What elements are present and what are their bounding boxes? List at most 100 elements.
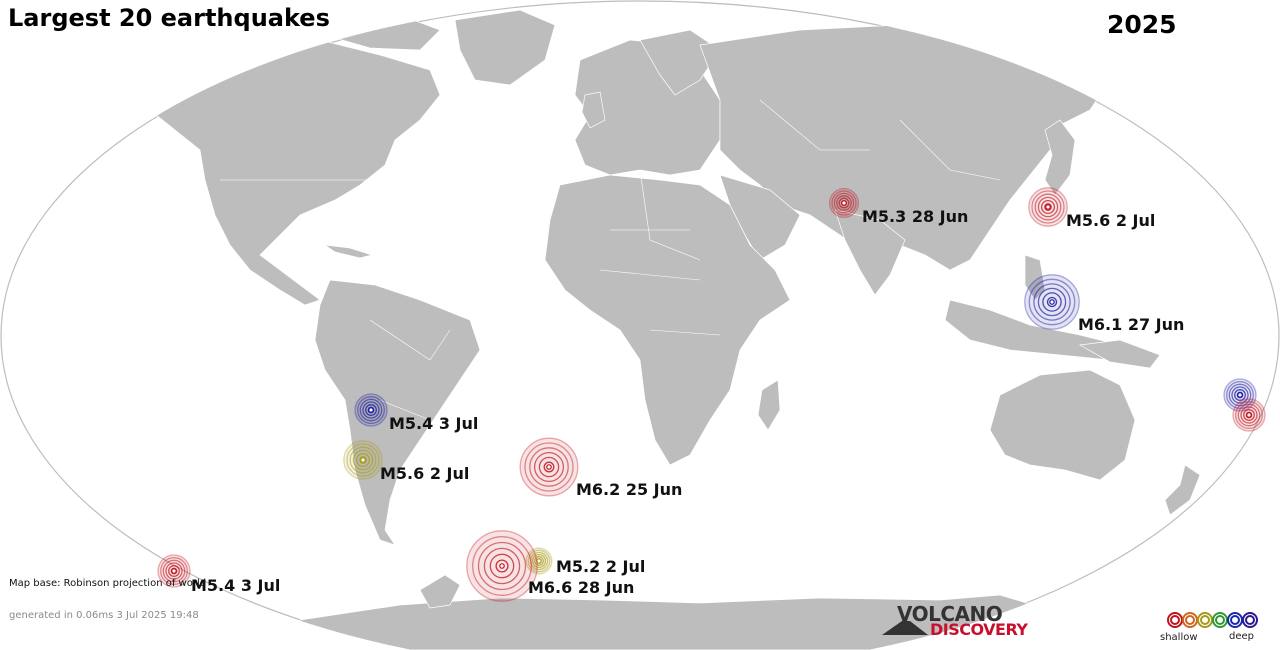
quake-label-q4: M5.4 3 Jul: [389, 414, 478, 433]
earthquake-ring: [495, 559, 509, 573]
earthquake-marker-q8[interactable]: [525, 547, 553, 575]
legend-depth-circle: [1215, 615, 1225, 625]
earthquake-ring: [1037, 287, 1067, 317]
earthquake-ring: [543, 461, 555, 473]
earthquake-ring: [355, 452, 371, 468]
volcano-icon: [882, 621, 928, 635]
earthquake-epicenter: [546, 464, 552, 470]
earthquake-ring: [1031, 190, 1065, 224]
japan-landmass: [1044, 119, 1076, 196]
south-america-landmass: [314, 279, 481, 546]
earthquake-markers: [157, 187, 1266, 602]
earthquake-ring: [1037, 196, 1059, 218]
new-zealand-landmass: [1164, 464, 1201, 516]
earthquake-epicenter: [841, 200, 847, 206]
quake-label-q5: M5.6 2 Jul: [380, 464, 469, 483]
madagascar-landmass: [757, 379, 781, 431]
earthquake-marker-q1[interactable]: [828, 187, 860, 219]
earthquake-ring: [1243, 409, 1255, 421]
earthquake-ring: [352, 449, 374, 471]
earthquake-ring: [1042, 292, 1062, 312]
legend-depth-circle: [1245, 615, 1255, 625]
logo-discovery-text: DISCOVERY: [930, 620, 1028, 639]
earthquake-ring: [524, 442, 574, 492]
earthquake-marker-q3[interactable]: [1024, 274, 1080, 330]
border-lines: [220, 99, 1001, 421]
map-year: 2025: [1107, 10, 1177, 39]
earthquake-ring: [529, 551, 549, 571]
earthquake-ring: [1228, 383, 1252, 407]
earthquake-marker-q10[interactable]: [1223, 378, 1257, 412]
antarctic-peninsula-landmass: [419, 574, 461, 609]
earthquake-ring: [362, 401, 380, 419]
volcano-discovery-logo[interactable]: VOLCANO DISCOVERY: [880, 602, 1040, 642]
logo-volcano-text: VOLCANO: [897, 602, 1003, 626]
earthquake-marker-q11[interactable]: [1232, 398, 1266, 432]
earthquake-ring: [1046, 296, 1058, 308]
earthquake-ring: [472, 536, 532, 596]
quake-label-q3: M6.1 27 Jun: [1078, 315, 1184, 334]
earthquake-ring: [838, 197, 850, 209]
earthquake-marker-q9[interactable]: [466, 530, 538, 602]
map-credit: Map base: Robinson projection of world: [9, 578, 207, 589]
earthquake-marker-q5[interactable]: [343, 440, 383, 480]
legend-depth-circle: [1242, 612, 1258, 628]
caribbean-landmass: [324, 244, 374, 259]
earthquake-epicenter: [368, 407, 374, 413]
earthquake-ring: [489, 553, 515, 579]
earthquake-ring: [529, 447, 569, 487]
earthquake-ring: [1231, 386, 1249, 404]
earthquake-ring: [1237, 403, 1261, 427]
earthquake-ring: [1044, 203, 1052, 211]
earthquake-epicenter: [1045, 204, 1051, 210]
earthquake-marker-q4[interactable]: [354, 393, 388, 427]
earthquake-ring: [357, 396, 385, 424]
depth-legend: shallow deep: [1158, 608, 1268, 648]
earthquake-ring: [477, 541, 527, 591]
earthquake-ring: [833, 192, 855, 214]
earthquake-marker-q2[interactable]: [1028, 187, 1068, 227]
legend-depth-circle: [1200, 615, 1210, 625]
legend-shallow-label: shallow: [1160, 632, 1198, 643]
earthquake-ring: [346, 443, 380, 477]
earthquake-ring: [349, 446, 377, 474]
legend-depth-circle: [1185, 615, 1195, 625]
earthquake-ring: [1234, 389, 1246, 401]
earthquake-ring: [483, 547, 521, 585]
north-america-landmass: [119, 39, 441, 306]
earthquake-marker-q6[interactable]: [519, 437, 579, 497]
earthquake-epicenter: [1246, 412, 1252, 418]
earthquake-ring: [359, 398, 383, 422]
quake-label-q2: M5.6 2 Jul: [1066, 211, 1155, 230]
earthquake-ring: [533, 451, 565, 483]
earthquake-ring: [538, 456, 560, 478]
earthquake-ring: [527, 549, 551, 573]
earthquake-ring: [1033, 283, 1071, 321]
greenland-landmass: [454, 9, 556, 86]
new-guinea-landmass: [1078, 339, 1161, 369]
africa-landmass: [544, 174, 791, 466]
earthquake-epicenter: [171, 568, 177, 574]
earthquake-ring: [1235, 401, 1263, 429]
earthquake-ring: [359, 456, 367, 464]
earthquake-ring: [531, 553, 547, 569]
earthquake-epicenter: [1237, 392, 1243, 398]
quake-label-q6: M6.2 25 Jun: [576, 480, 682, 499]
earthquake-marker-q7[interactable]: [157, 554, 191, 588]
earthquake-ring: [1040, 199, 1056, 215]
depth-legend-circles: [1167, 612, 1258, 628]
quake-label-q8: M5.2 2 Jul: [556, 557, 645, 576]
earthquake-ring: [165, 562, 183, 580]
earthquake-ring: [534, 556, 544, 566]
earthquake-ring: [1034, 193, 1062, 221]
scandinavia-landmass: [639, 29, 721, 96]
earthquake-ring: [365, 404, 377, 416]
earthquake-epicenter: [536, 558, 542, 564]
map-title: Largest 20 earthquakes: [8, 4, 330, 32]
legend-deep-label: deep: [1229, 631, 1254, 642]
quake-label-q7: M5.4 3 Jul: [191, 576, 280, 595]
antarctica-landmass: [279, 594, 1121, 650]
earthquake-ring: [162, 559, 186, 583]
quake-label-q9: M6.6 28 Jun: [528, 578, 634, 597]
earthquake-ring: [831, 190, 857, 216]
